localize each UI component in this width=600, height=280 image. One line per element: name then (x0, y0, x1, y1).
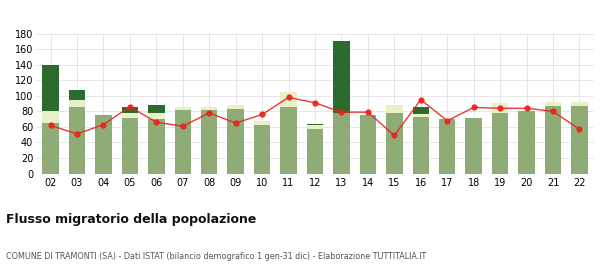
Bar (307, 129, 323, 174)
Bar (545, 106, 561, 174)
Legend: Iscritti (da altri comuni), Iscritti (dall'estero), Iscritti (altri), Cancellati: Iscritti (da altri comuni), Iscritti (da… (84, 0, 546, 2)
Bar (148, 119, 164, 174)
Bar (227, 105, 244, 109)
Bar (571, 102, 587, 106)
Bar (175, 108, 191, 110)
Bar (492, 103, 508, 113)
Bar (148, 113, 164, 119)
Text: Flusso migratorio della popolazione: Flusso migratorio della popolazione (6, 213, 256, 226)
Bar (227, 109, 244, 174)
Bar (492, 113, 508, 174)
Bar (95, 115, 112, 174)
Bar (333, 113, 350, 174)
Bar (413, 114, 429, 117)
Bar (280, 92, 297, 108)
Bar (43, 123, 59, 174)
Bar (413, 108, 429, 114)
Bar (122, 107, 138, 113)
Bar (175, 110, 191, 174)
Bar (201, 107, 217, 110)
Bar (545, 102, 561, 106)
Bar (386, 113, 403, 174)
Text: COMUNE DI TRAMONTI (SA) - Dati ISTAT (bilancio demografico 1 gen-31 dic) - Elabo: COMUNE DI TRAMONTI (SA) - Dati ISTAT (bi… (6, 252, 426, 261)
Bar (254, 122, 271, 125)
Bar (122, 113, 138, 118)
Bar (69, 90, 85, 100)
Bar (386, 105, 403, 113)
Bar (69, 100, 85, 108)
Bar (413, 117, 429, 174)
Bar (43, 65, 59, 111)
Bar (122, 118, 138, 174)
Bar (201, 110, 217, 174)
Bar (254, 125, 271, 174)
Bar (43, 111, 59, 123)
Bar (69, 108, 85, 174)
Bar (466, 118, 482, 174)
Bar (571, 106, 587, 174)
Bar (359, 115, 376, 174)
Bar (518, 111, 535, 174)
Bar (439, 119, 455, 174)
Bar (307, 125, 323, 129)
Bar (280, 108, 297, 174)
Bar (333, 41, 350, 113)
Bar (148, 105, 164, 113)
Bar (307, 124, 323, 125)
